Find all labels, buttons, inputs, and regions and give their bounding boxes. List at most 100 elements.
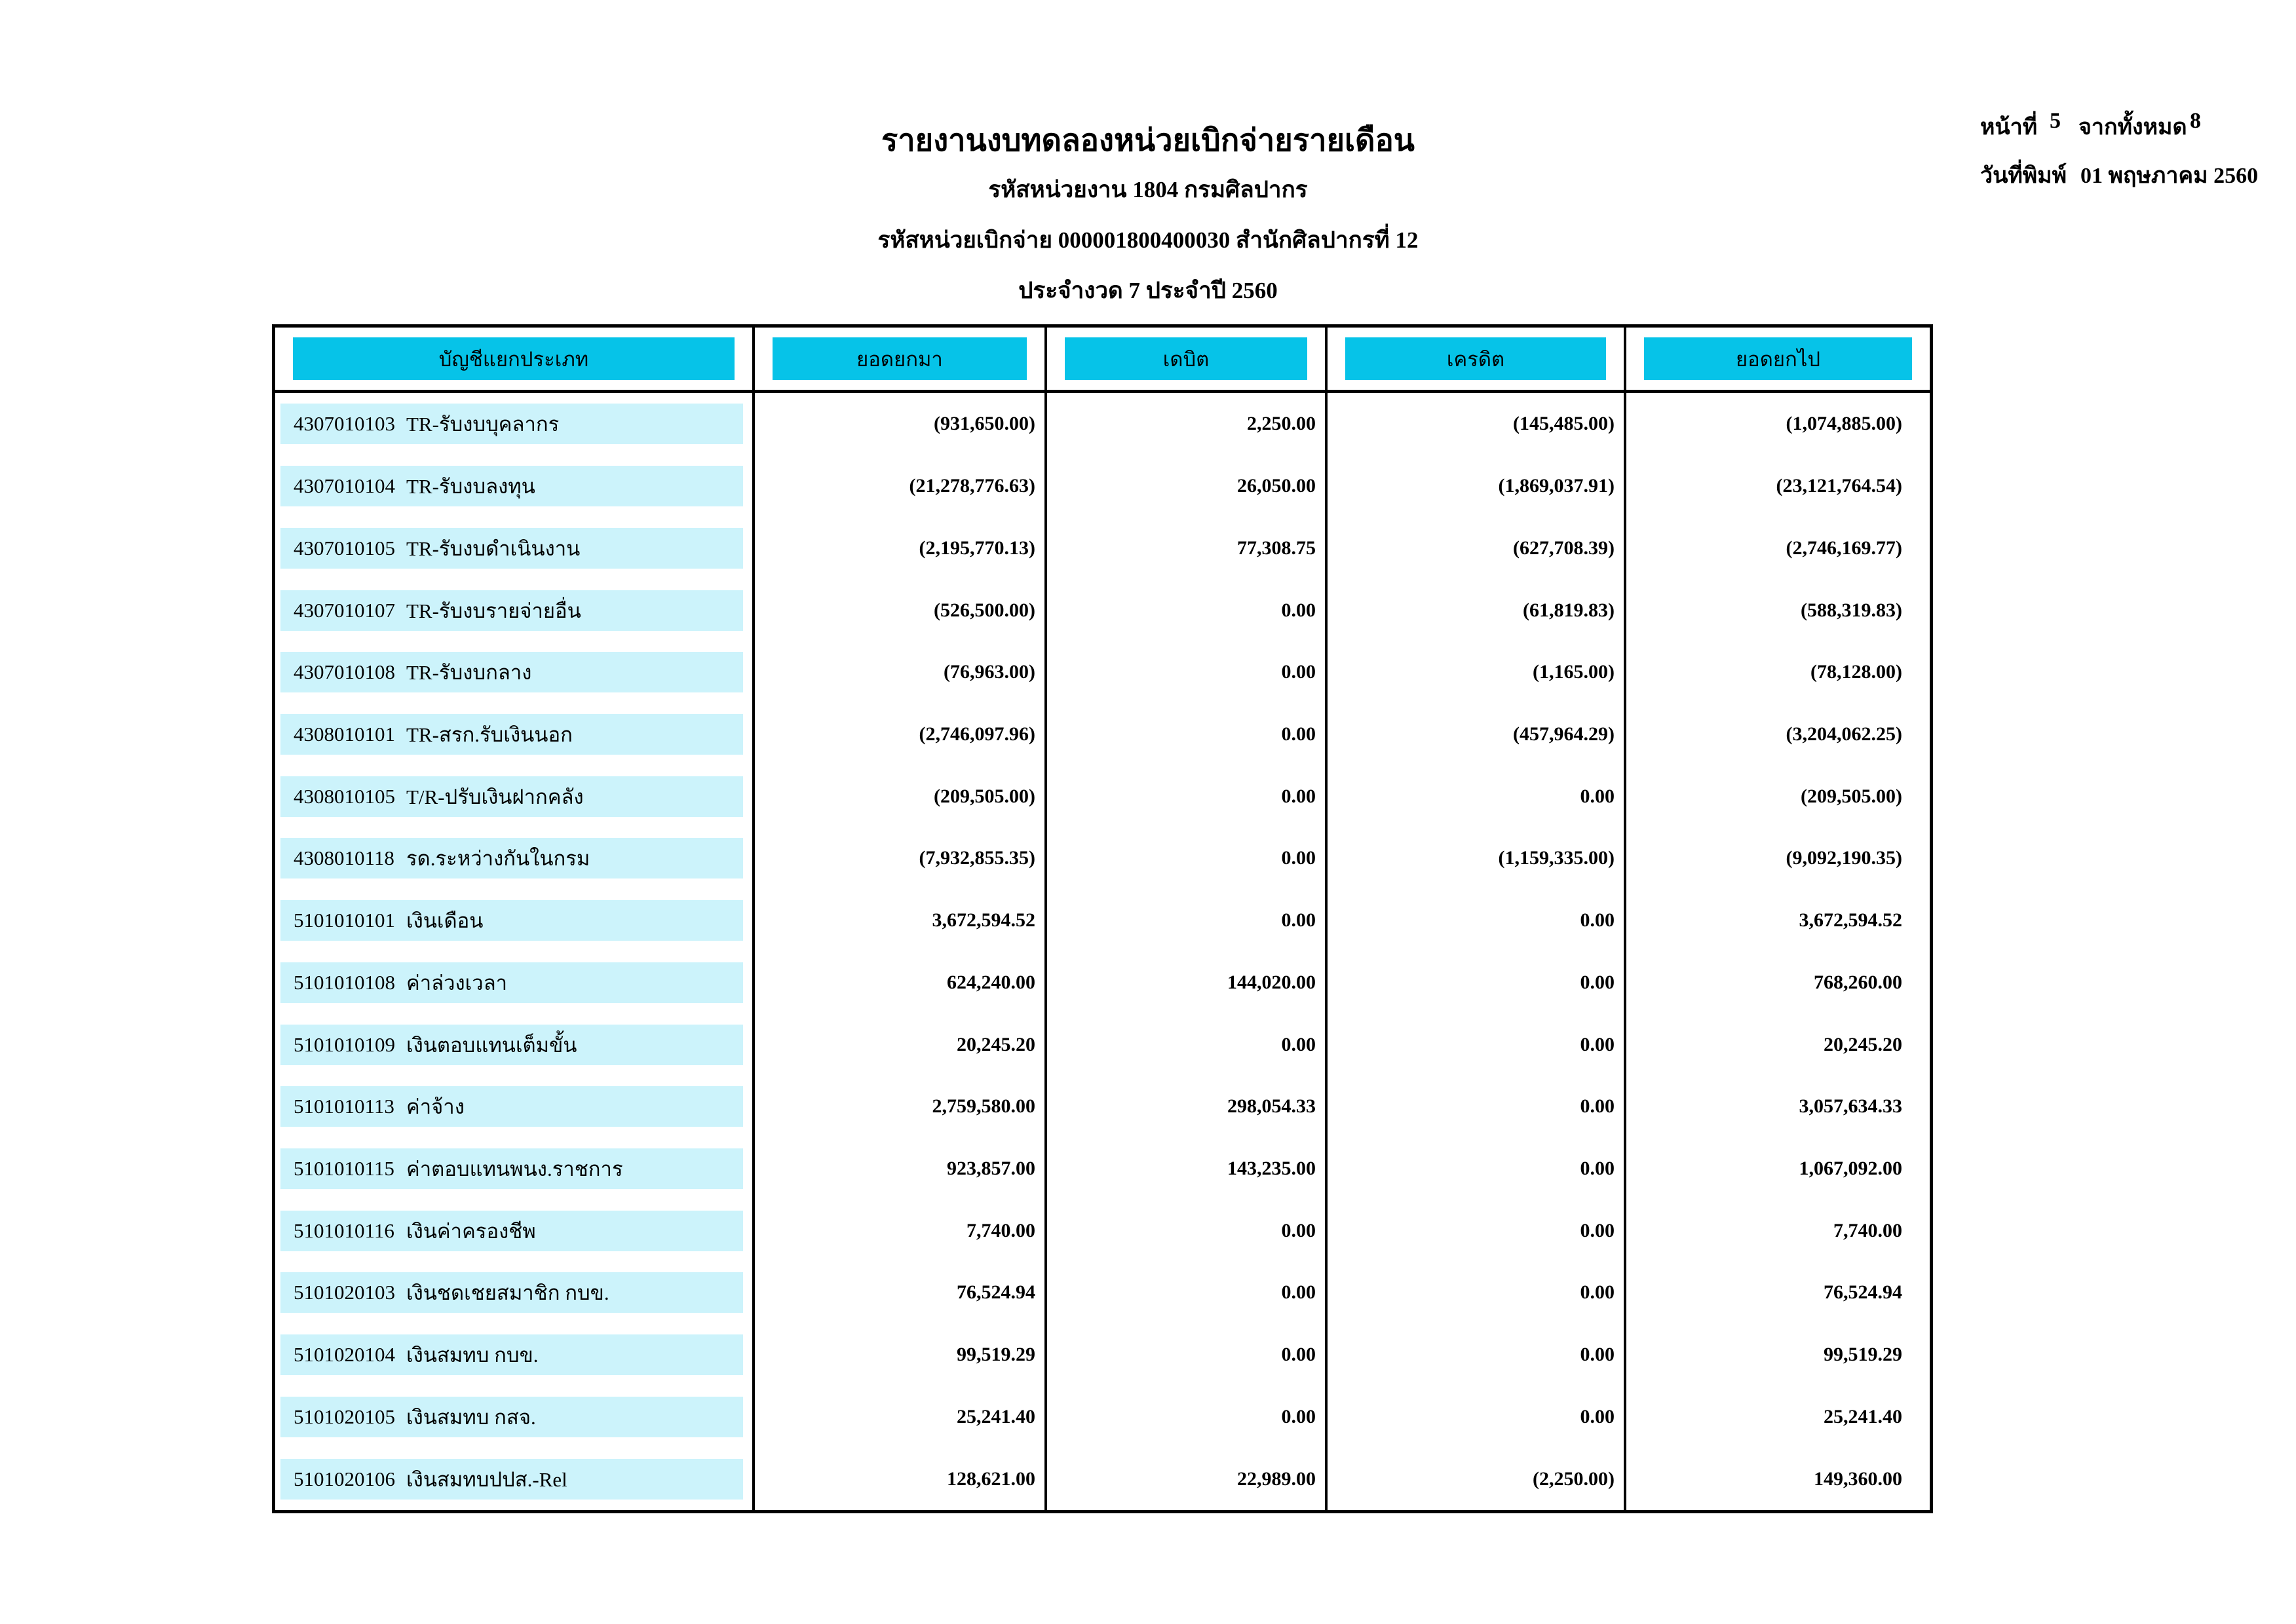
closing-balance-cell: 3,672,594.52 (1799, 909, 1903, 932)
account-band: 4308010105 T/R-ปรับเงินฝากคลัง (280, 776, 743, 817)
debit-cell: 0.00 (1047, 579, 1328, 641)
page-number-value: 5 (2050, 109, 2061, 133)
account-band: 5101010109 เงินตอบแทนเต็มขั้น (280, 1024, 743, 1065)
opening-balance-cell: (209,505.00) (755, 765, 1047, 828)
account-band: 5101010101 เงินเดือน (280, 900, 743, 941)
account-band: 4307010105 TR-รับงบดำเนินงาน (280, 527, 743, 569)
opening-balance-cell: 128,621.00 (755, 1448, 1047, 1510)
account-name: TR-รับงบกลาง (406, 661, 532, 685)
table-row: 4308010101 TR-สรก.รับเงินนอก (2,746,097.… (275, 703, 1930, 766)
account-code: 5101010116 (294, 1218, 394, 1242)
debit-cell: 0.00 (1047, 1323, 1328, 1386)
credit-cell: 0.00 (1328, 1137, 1626, 1200)
print-date-value: 01 พฤษภาคม 2560 (2080, 164, 2259, 188)
account-name: TR-รับงบบุคลากร (406, 413, 560, 436)
account-band: 5101010116 เงินค่าครองชีพ (280, 1210, 743, 1251)
agency-code-line: รหัสหน่วยงาน 1804 กรมศิลปากร (988, 177, 1308, 202)
report-title: รายงานงบทดลองหน่วยเบิกจ่ายรายเดือน (881, 124, 1415, 158)
account-cell: 5101020106 เงินสมทบปปส.-Rel (275, 1448, 755, 1510)
closing-balance-cell: (209,505.00) (1801, 785, 1902, 807)
disbursement-unit-line: รหัสหน่วยเบิกจ่าย 000001800400030 สำนักศ… (877, 227, 1419, 253)
closing-balance-cell: 3,057,634.33 (1799, 1095, 1903, 1118)
table-row: 5101020103 เงินชดเชยสมาชิก กบข. 76,524.9… (275, 1262, 1930, 1324)
account-band: 5101020104 เงินสมทบ กบข. (280, 1334, 743, 1376)
total-pages-value: 8 (2190, 109, 2201, 133)
account-name: TR-สรก.รับเงินนอก (406, 723, 573, 746)
account-cell: 5101010115 ค่าตอบแทนพนง.ราชการ (275, 1137, 755, 1200)
account-code: 5101010108 (294, 970, 395, 994)
table-header-row: บัญชีแยกประเภท ยอดยกมา เดบิต เครดิต ยอดย… (275, 328, 1930, 393)
closing-balance-cell: 149,360.00 (1814, 1467, 1902, 1490)
table-row: 4307010107 TR-รับงบรายจ่ายอื่น (526,500.… (275, 579, 1930, 641)
account-name: TR-รับงบลงทุน (406, 475, 535, 499)
account-band: 5101020106 เงินสมทบปปส.-Rel (280, 1458, 743, 1500)
period-line: ประจำงวด 7 ประจำปี 2560 (1018, 278, 1278, 303)
column-header-credit: เครดิต (1328, 328, 1626, 390)
credit-cell: (61,819.83) (1328, 579, 1626, 641)
closing-balance-cell: 768,260.00 (1814, 971, 1902, 993)
closing-balance-cell: 99,519.29 (1824, 1344, 1902, 1366)
account-band: 5101010115 ค่าตอบแทนพนง.ราชการ (280, 1148, 743, 1189)
credit-cell: 0.00 (1328, 1199, 1626, 1262)
column-header-account: บัญชีแยกประเภท (275, 328, 755, 390)
column-header-opening-balance-label: ยอดยกมา (773, 337, 1027, 380)
credit-cell: (2,250.00) (1328, 1448, 1626, 1510)
account-code: 4307010104 (294, 474, 395, 498)
account-code: 5101020104 (294, 1343, 395, 1367)
opening-balance-cell: 20,245.20 (755, 1013, 1047, 1076)
opening-balance-cell: (931,650.00) (755, 393, 1047, 455)
closing-balance-cell: (23,121,764.54) (1776, 475, 1902, 497)
opening-balance-cell: (526,500.00) (755, 579, 1047, 641)
debit-cell: 143,235.00 (1047, 1137, 1328, 1200)
opening-balance-cell: 25,241.40 (755, 1386, 1047, 1448)
opening-balance-cell: 7,740.00 (755, 1199, 1047, 1262)
credit-cell: (627,708.39) (1328, 517, 1626, 580)
account-code: 4308010101 (294, 722, 395, 746)
opening-balance-cell: 923,857.00 (755, 1137, 1047, 1200)
account-code: 5101010115 (294, 1156, 394, 1180)
table-row: 5101010108 ค่าล่วงเวลา 624,240.00 144,02… (275, 951, 1930, 1014)
account-cell: 5101010109 เงินตอบแทนเต็มขั้น (275, 1013, 755, 1076)
account-name: TR-รับงบรายจ่ายอื่น (406, 599, 581, 622)
account-band: 5101010108 ค่าล่วงเวลา (280, 962, 743, 1003)
account-name: เงินชดเชยสมาชิก กบข. (406, 1281, 609, 1305)
account-band: 4307010103 TR-รับงบบุคลากร (280, 404, 743, 445)
opening-balance-cell: 624,240.00 (755, 951, 1047, 1014)
opening-balance-cell: 2,759,580.00 (755, 1075, 1047, 1138)
account-band: 4308010101 TR-สรก.รับเงินนอก (280, 713, 743, 755)
account-cell: 4307010103 TR-รับงบบุคลากร (275, 393, 755, 455)
opening-balance-cell: 3,672,594.52 (755, 889, 1047, 952)
debit-cell: 26,050.00 (1047, 455, 1328, 518)
account-code: 5101020106 (294, 1467, 395, 1490)
closing-balance-cell: (9,092,190.35) (1786, 847, 1902, 869)
account-band: 5101020105 เงินสมทบ กสจ. (280, 1396, 743, 1437)
opening-balance-cell: 76,524.94 (755, 1262, 1047, 1324)
account-band: 4307010104 TR-รับงบลงทุน (280, 466, 743, 507)
table-row: 4307010104 TR-รับงบลงทุน (21,278,776.63)… (275, 455, 1930, 518)
account-cell: 4308010118 รด.ระหว่างกันในกรม (275, 827, 755, 890)
account-code: 5101010113 (294, 1095, 394, 1118)
account-cell: 5101010113 ค่าจ้าง (275, 1075, 755, 1138)
debit-cell: 144,020.00 (1047, 951, 1328, 1014)
account-cell: 4308010105 T/R-ปรับเงินฝากคลัง (275, 765, 755, 828)
table-row: 5101010115 ค่าตอบแทนพนง.ราชการ 923,857.0… (275, 1137, 1930, 1200)
table-row: 5101010101 เงินเดือน 3,672,594.52 0.00 0… (275, 889, 1930, 952)
page-number-label: หน้าที่ (1980, 115, 2038, 140)
table-row: 5101020104 เงินสมทบ กบข. 99,519.29 0.00 … (275, 1323, 1930, 1386)
account-cell: 5101010101 เงินเดือน (275, 889, 755, 952)
closing-balance-cell: 20,245.20 (1824, 1033, 1902, 1055)
closing-balance-cell: (588,319.83) (1801, 599, 1902, 621)
credit-cell: (1,869,037.91) (1328, 455, 1626, 518)
debit-cell: 2,250.00 (1047, 393, 1328, 455)
closing-balance-cell: 1,067,092.00 (1799, 1157, 1903, 1179)
account-code: 4308010105 (294, 784, 395, 808)
account-code: 4307010105 (294, 536, 395, 559)
debit-cell: 0.00 (1047, 827, 1328, 890)
account-name: เงินสมทบ กบข. (406, 1344, 539, 1367)
account-name: T/R-ปรับเงินฝากคลัง (406, 785, 584, 808)
opening-balance-cell: (2,195,770.13) (755, 517, 1047, 580)
debit-cell: 0.00 (1047, 1386, 1328, 1448)
account-band: 4307010107 TR-รับงบรายจ่ายอื่น (280, 590, 743, 631)
column-header-account-label: บัญชีแยกประเภท (293, 337, 735, 380)
table-row: 4307010103 TR-รับงบบุคลากร (931,650.00) … (275, 393, 1930, 455)
